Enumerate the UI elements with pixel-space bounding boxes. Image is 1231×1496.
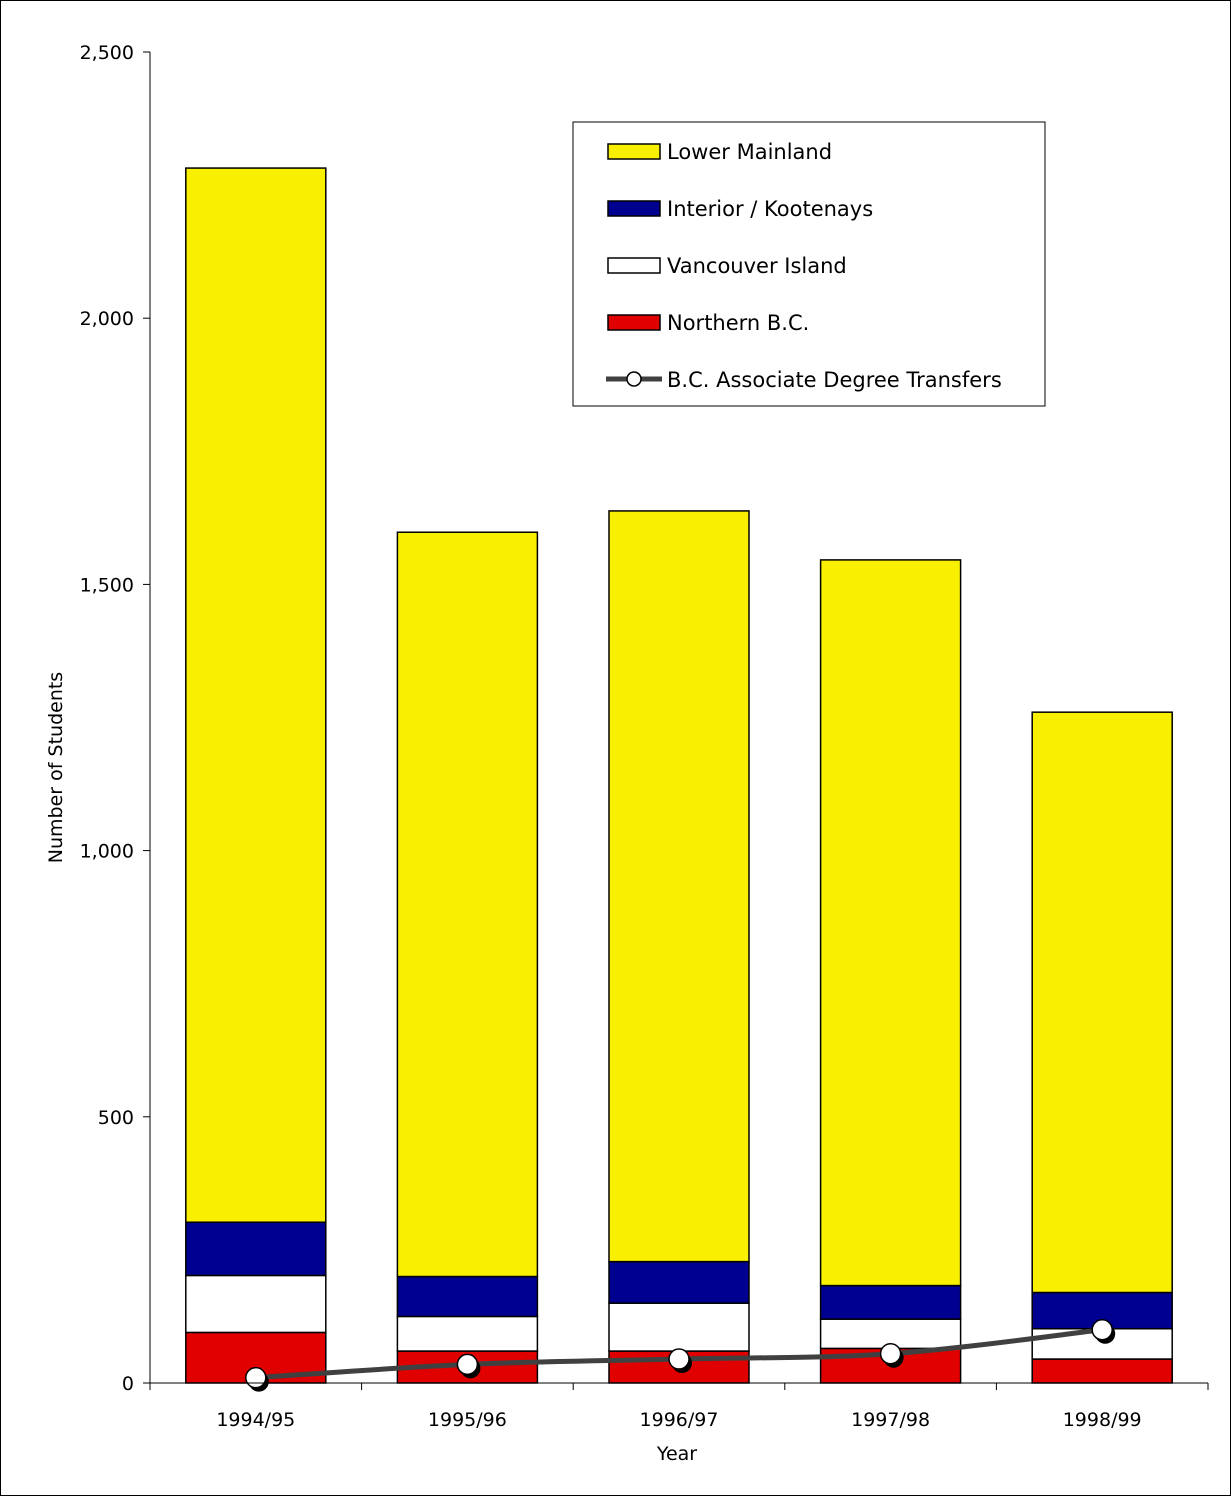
- y-tick-label: 1,000: [80, 841, 134, 863]
- legend-label-interior-kootenays: Interior / Kootenays: [667, 197, 873, 221]
- bar-segment-vancouver-island: [185, 1274, 327, 1334]
- line-point: [245, 1366, 267, 1389]
- bar-segment-interior-kootenays: [608, 1260, 750, 1304]
- legend-swatch-marker: [626, 371, 642, 387]
- legend-label-northern-b-c: Northern B.C.: [667, 311, 809, 335]
- x-tick-label: 1996/97: [640, 1409, 719, 1431]
- x-tick-label: 1997/98: [851, 1409, 930, 1431]
- line-point: [1091, 1319, 1113, 1341]
- line-point: [879, 1342, 902, 1365]
- axes-layer: 0 500 1,000 1,500 2,000 2,500 1994/95 1995/96 19…: [80, 42, 1209, 1431]
- legend: Lower Mainland Interior / Kootenays Vancou…: [572, 121, 1046, 407]
- bar-segment-northern-b-c: [1031, 1358, 1173, 1384]
- line-series-layer: [245, 1319, 1116, 1392]
- legend-swatch-interior-kootenays: [607, 200, 661, 217]
- y-tick-label: 0: [122, 1373, 134, 1395]
- bar-segment-lower-mainland: [1031, 711, 1173, 1294]
- legend-swatch-northern-b-c: [607, 314, 661, 331]
- y-tick-label: 1,500: [80, 574, 134, 596]
- bar-segment-lower-mainland: [608, 510, 750, 1263]
- y-tick-label: 500: [98, 1107, 134, 1129]
- y-tick-label: 2,500: [80, 42, 134, 64]
- y-tick-label: 2,000: [80, 308, 134, 330]
- x-axis-title: Year: [656, 1443, 697, 1465]
- bar-segment-interior-kootenays: [185, 1221, 327, 1277]
- x-tick-label: 1998/99: [1063, 1409, 1142, 1431]
- y-axis-title: Number of Students: [45, 672, 67, 863]
- x-tick-label: 1994/95: [216, 1409, 295, 1431]
- bar-segment-lower-mainland: [185, 167, 327, 1223]
- legend-label-vancouver-island: Vancouver Island: [667, 254, 847, 278]
- bar-segment-interior-kootenays: [396, 1275, 539, 1318]
- bar-segment-lower-mainland: [819, 559, 962, 1287]
- bar-segment-vancouver-island: [608, 1302, 750, 1352]
- x-tick-label: 1995/96: [428, 1409, 507, 1431]
- legend-swatch-lower-mainland: [607, 143, 661, 160]
- legend-label-b-c-associate-degree-transfers: B.C. Associate Degree Transfers: [667, 368, 1002, 392]
- line-point: [668, 1348, 690, 1370]
- legend-swatch-vancouver-island: [607, 257, 661, 274]
- bar-segment-lower-mainland: [396, 531, 539, 1278]
- line-point: [456, 1353, 479, 1376]
- bar-segment-vancouver-island: [396, 1315, 539, 1352]
- legend-label-lower-mainland: Lower Mainland: [667, 140, 832, 164]
- bar-segment-interior-kootenays: [819, 1284, 962, 1320]
